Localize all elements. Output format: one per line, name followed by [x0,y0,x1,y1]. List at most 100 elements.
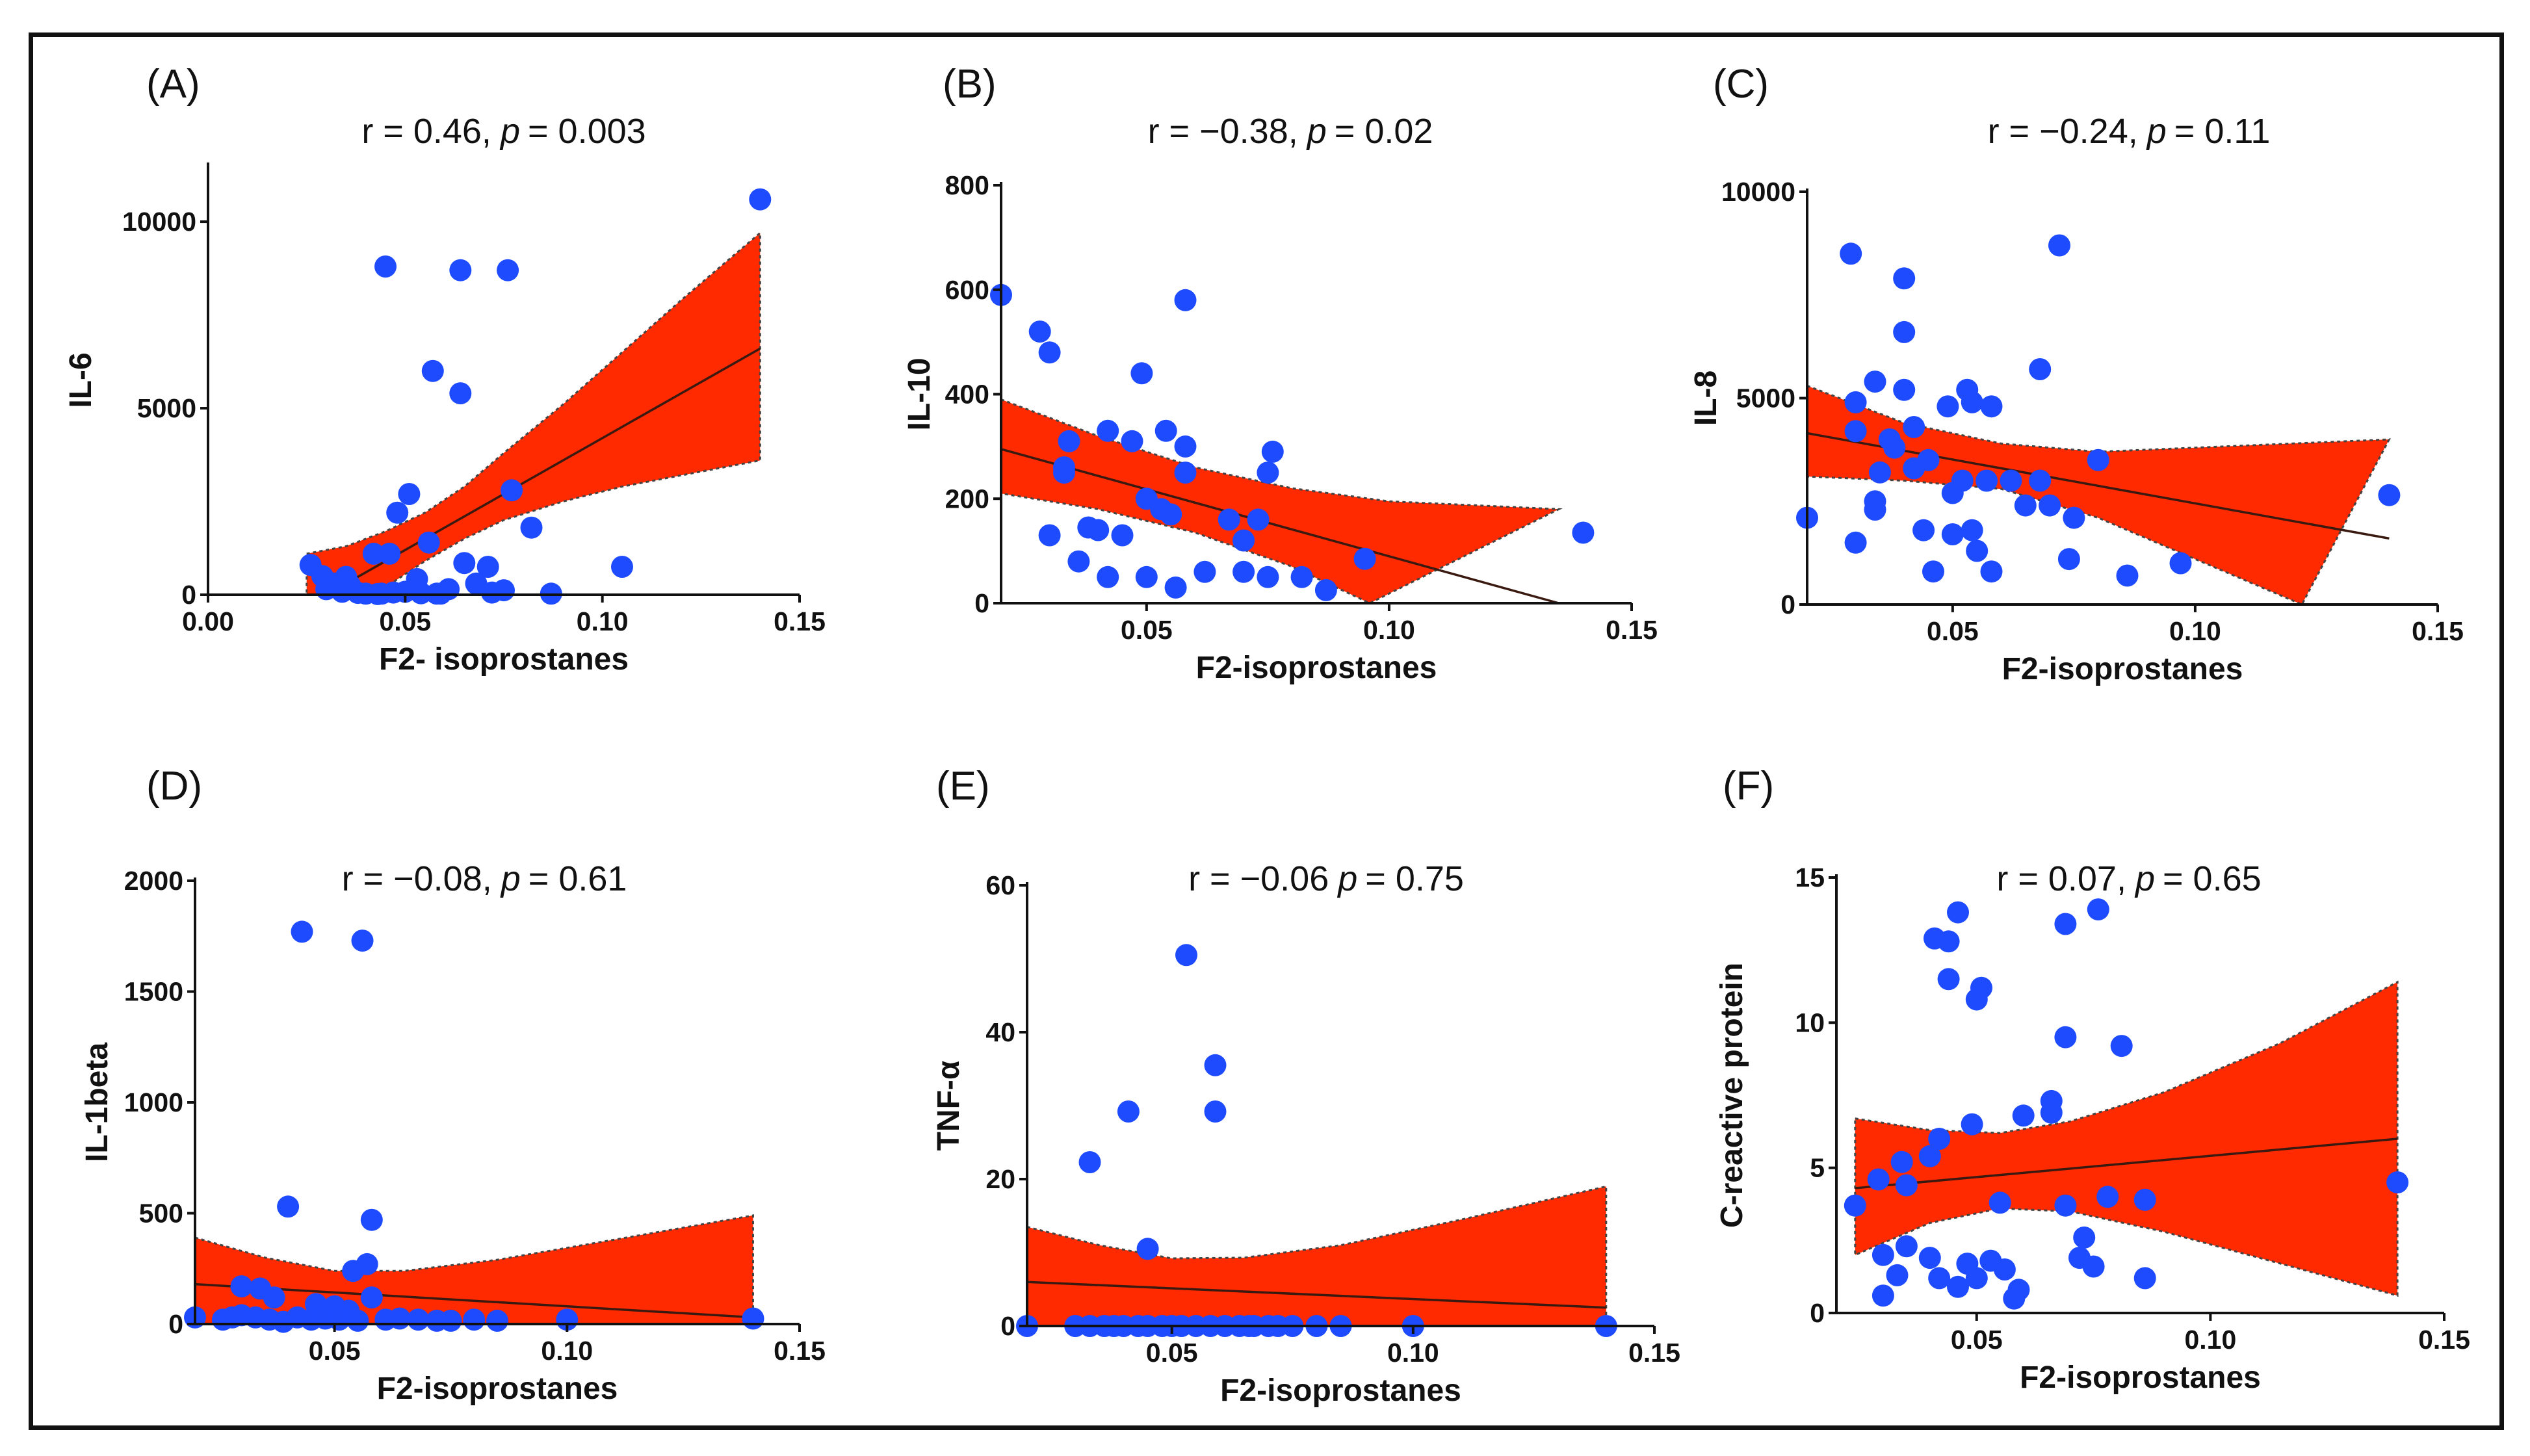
data-point [1886,1264,1909,1286]
data-point [1218,508,1240,531]
y-tick-label: 0 [181,580,196,610]
data-point [1976,469,1998,492]
y-tick-label: 60 [985,870,1015,900]
data-point [1893,267,1916,290]
data-point [2386,1171,2409,1193]
data-point [1989,1191,2011,1214]
data-point [1844,1194,1866,1217]
data-point [346,1309,369,1332]
data-point [2133,1188,2156,1211]
data-point [2014,494,2037,517]
data-point [1232,560,1255,583]
panel-label: (C) [1713,62,1769,107]
data-point [1928,1128,1951,1150]
regression-line [1001,448,1559,603]
x-axis-title: F2-isoprostanes [1220,1373,1461,1408]
y-tick-label: 5000 [137,393,196,423]
data-point [1895,1174,1918,1197]
panel-label: (E) [936,764,990,809]
data-point [449,382,472,405]
data-point [1918,1145,1941,1167]
data-point [417,531,440,554]
x-tick-label: 0.10 [1363,615,1415,645]
data-point [1883,436,1906,459]
data-point [1290,566,1313,588]
y-axis-title: C-reactive protein [1715,963,1749,1228]
y-tick-label: 0 [168,1309,183,1339]
data-point [1174,435,1197,458]
data-point [1097,566,1119,588]
data-point [410,582,432,604]
data-point [2110,1035,2133,1058]
data-point [1257,566,1279,588]
data-point [2133,1267,2156,1290]
stat-p-value: = 0.75 [1365,859,1464,898]
data-point [398,483,421,505]
data-point [277,1195,300,1218]
data-point [1154,419,1177,442]
data-point [1912,519,1935,541]
data-point [749,188,772,211]
correlation-annotation: r = −0.38, p = 0.02 [1148,112,1433,151]
y-tick-label: 0 [974,588,989,618]
x-axis-title: F2-isoprostanes [377,1372,618,1406]
panel-label: (B) [943,62,997,107]
data-point [263,1286,285,1309]
data-point [2063,506,2085,529]
chart-panel-2: 0.05 0.10 0.15 0 200 400 600 800 F2-isoprostanes… [902,62,1658,685]
panel-label: (F) [1723,764,1774,809]
y-tick-label: 10 [1795,1008,1825,1037]
confidence-band [1854,980,2399,1297]
x-tick-label: 0.05 [1146,1338,1198,1368]
data-point [1965,1267,1988,1290]
confidence-band [1027,1185,1608,1326]
x-tick-label: 0.10 [2169,616,2221,646]
data-point [374,255,397,278]
y-axis-title: TNF-α [932,1060,966,1150]
data-point [1903,457,1925,480]
data-point [2054,913,2077,935]
data-point [1130,362,1153,385]
data-point [520,516,543,539]
data-point [360,1286,383,1309]
data-point [331,580,354,603]
chart-panel-4: 0.05 0.10 0.15 0 500 1000 1500 2000 F2-isoprosta… [80,764,826,1406]
data-point [1922,560,1944,583]
data-point [1893,378,1916,401]
panel-label: (A) [146,62,200,107]
data-point [476,556,499,578]
data-point [1067,550,1090,573]
data-point [1980,560,2003,583]
data-point [611,556,633,578]
data-point [463,1308,486,1331]
chart-panel-6: 0.05 0.10 0.15 0 5 10 15 F2-isoprostanes C-react… [1715,764,2470,1395]
data-point [2057,548,2080,571]
data-point [2039,494,2061,517]
data-point [1937,968,1960,991]
data-point [1174,462,1197,484]
x-tick-label: 0.15 [1628,1338,1680,1368]
data-point [2096,1186,2119,1208]
data-point [453,552,476,575]
stat-p-symbol: p [1337,859,1357,898]
confidence-band [195,1214,754,1324]
y-tick-label: 5 [1810,1153,1825,1183]
regression-line [1855,1138,2398,1190]
data-point [1903,416,1925,438]
y-tick-label: 0 [1000,1311,1015,1341]
data-point [1980,395,2003,418]
data-point [1175,944,1197,967]
correlation-annotation: r = 0.46, p = 0.003 [361,112,646,151]
data-point [2003,1287,2026,1310]
confidence-band [306,231,761,595]
data-point [2054,1194,2077,1217]
data-point [351,930,374,952]
data-point [1947,1275,1969,1298]
data-point [1868,461,1891,484]
x-tick-label: 0.15 [2412,616,2464,646]
data-point [1890,1150,1913,1173]
y-tick-label: 2000 [124,866,183,896]
data-point [1572,521,1595,544]
stat-r: r = −0.38, [1148,112,1298,151]
data-point [1844,531,1867,554]
